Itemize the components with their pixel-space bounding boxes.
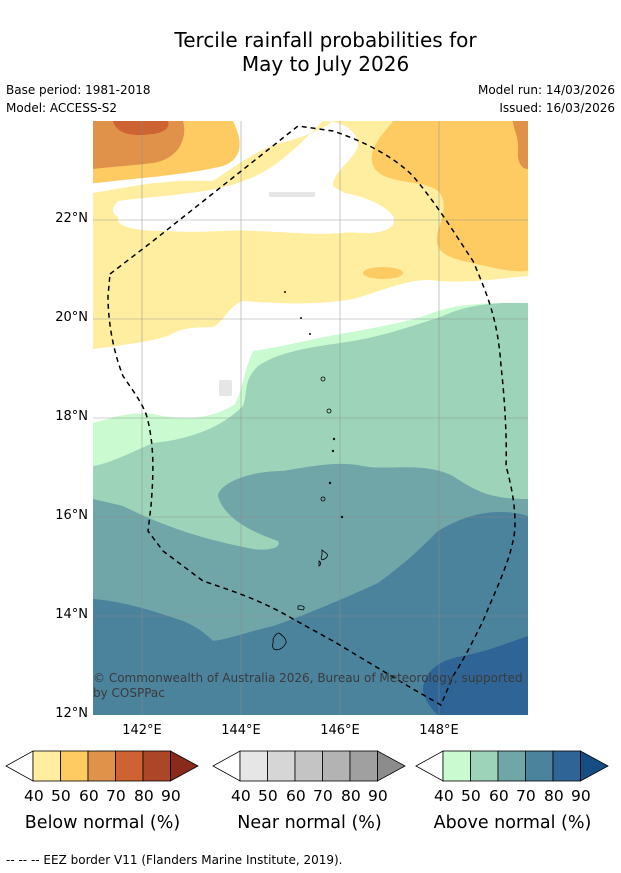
cbar-below-3 (87, 750, 116, 782)
cbar-above-3 (497, 750, 526, 782)
band-below-60-nw (93, 121, 185, 169)
colorbar-near (212, 750, 406, 782)
cbar-below-2 (60, 750, 89, 782)
lat-label: 18°N (55, 409, 88, 424)
cbar-below-upper (170, 750, 199, 782)
cbar-tick: 80 (341, 787, 361, 805)
cbar-below-1 (32, 750, 61, 782)
base-period: Base period: 1981-2018 (6, 83, 151, 97)
cbar-below-5 (142, 750, 171, 782)
lon-label: 148°E (419, 723, 459, 738)
lat-label: 14°N (55, 607, 88, 622)
cbar-below-lower (5, 750, 34, 782)
probability-map (93, 121, 528, 715)
near-patch-1 (269, 192, 315, 197)
cbar-tick: 50 (258, 787, 278, 805)
legend-title-below: Below normal (%) (24, 813, 181, 833)
cbar-near-2 (267, 750, 296, 782)
cbar-tick: 50 (461, 787, 481, 805)
cbar-tick: 70 (106, 787, 126, 805)
copyright-notice: © Commonwealth of Australia 2026, Bureau… (93, 671, 523, 701)
band-below-70-nw (113, 121, 169, 135)
meta-right: Model run: 14/03/2026 Issued: 16/03/2026 (478, 81, 615, 117)
footer-note: -- -- -- EEZ border V11 (Flanders Marine… (6, 853, 343, 867)
issued-date: Issued: 16/03/2026 (499, 101, 615, 115)
cbar-tick: 60 (489, 787, 509, 805)
colorbar-above (415, 750, 609, 782)
lon-label: 142°E (122, 723, 162, 738)
cbar-near-1 (239, 750, 268, 782)
title-line-1: Tercile rainfall probabilities for (174, 28, 477, 52)
legend-title-near: Near normal (%) (237, 813, 382, 833)
cbar-tick: 40 (24, 787, 44, 805)
cbar-above-2 (470, 750, 499, 782)
band-above-80 (423, 636, 528, 715)
cbar-tick: 70 (313, 787, 333, 805)
cbar-tick: 80 (134, 787, 154, 805)
cbar-near-3 (294, 750, 323, 782)
cbar-tick: 60 (79, 787, 99, 805)
colorbar-below (5, 750, 199, 782)
cbar-above-1 (442, 750, 471, 782)
model-run: Model run: 14/03/2026 (477, 83, 615, 97)
lat-label: 12°N (55, 706, 88, 721)
cbar-tick: 90 (368, 787, 388, 805)
cbar-above-5 (552, 750, 581, 782)
band-below-50-ne (371, 121, 528, 272)
islands (272, 290, 344, 651)
lat-label: 16°N (55, 508, 88, 523)
near-patch-2 (219, 380, 232, 396)
cbar-near-4 (322, 750, 351, 782)
grid (93, 121, 528, 715)
cbar-tick: 50 (51, 787, 71, 805)
band-above-70-sw (93, 599, 254, 702)
chart-title: Tercile rainfall probabilities for May t… (0, 28, 621, 76)
legend-title-above: Above normal (%) (433, 813, 592, 833)
cbar-tick: 90 (161, 787, 181, 805)
band-below-60-ne (513, 121, 528, 169)
cbar-tick: 80 (544, 787, 564, 805)
cbar-tick: 40 (231, 787, 251, 805)
cbar-below-4 (115, 750, 144, 782)
cbar-above-4 (525, 750, 554, 782)
eez-border (107, 125, 516, 707)
cbar-above-upper (580, 750, 609, 782)
copyright-line-2: by COSPPac (93, 686, 165, 700)
meta-left: Base period: 1981-2018 Model: ACCESS-S2 (6, 81, 151, 117)
lat-label: 20°N (55, 310, 88, 325)
below-blob (363, 267, 403, 279)
cbar-near-upper (377, 750, 406, 782)
white-pocket-inner (118, 190, 394, 233)
model-name: Model: ACCESS-S2 (6, 101, 118, 115)
cbar-above-lower (415, 750, 444, 782)
cbar-tick: 70 (516, 787, 536, 805)
cbar-tick: 60 (286, 787, 306, 805)
cbar-tick: 90 (571, 787, 591, 805)
cbar-near-lower (212, 750, 241, 782)
cbar-tick: 40 (434, 787, 454, 805)
title-line-2: May to July 2026 (241, 52, 410, 76)
lat-label: 22°N (55, 211, 88, 226)
cbar-near-5 (349, 750, 378, 782)
lon-label: 144°E (221, 723, 261, 738)
lon-label: 146°E (320, 723, 360, 738)
copyright-line-1: © Commonwealth of Australia 2026, Bureau… (93, 671, 523, 685)
